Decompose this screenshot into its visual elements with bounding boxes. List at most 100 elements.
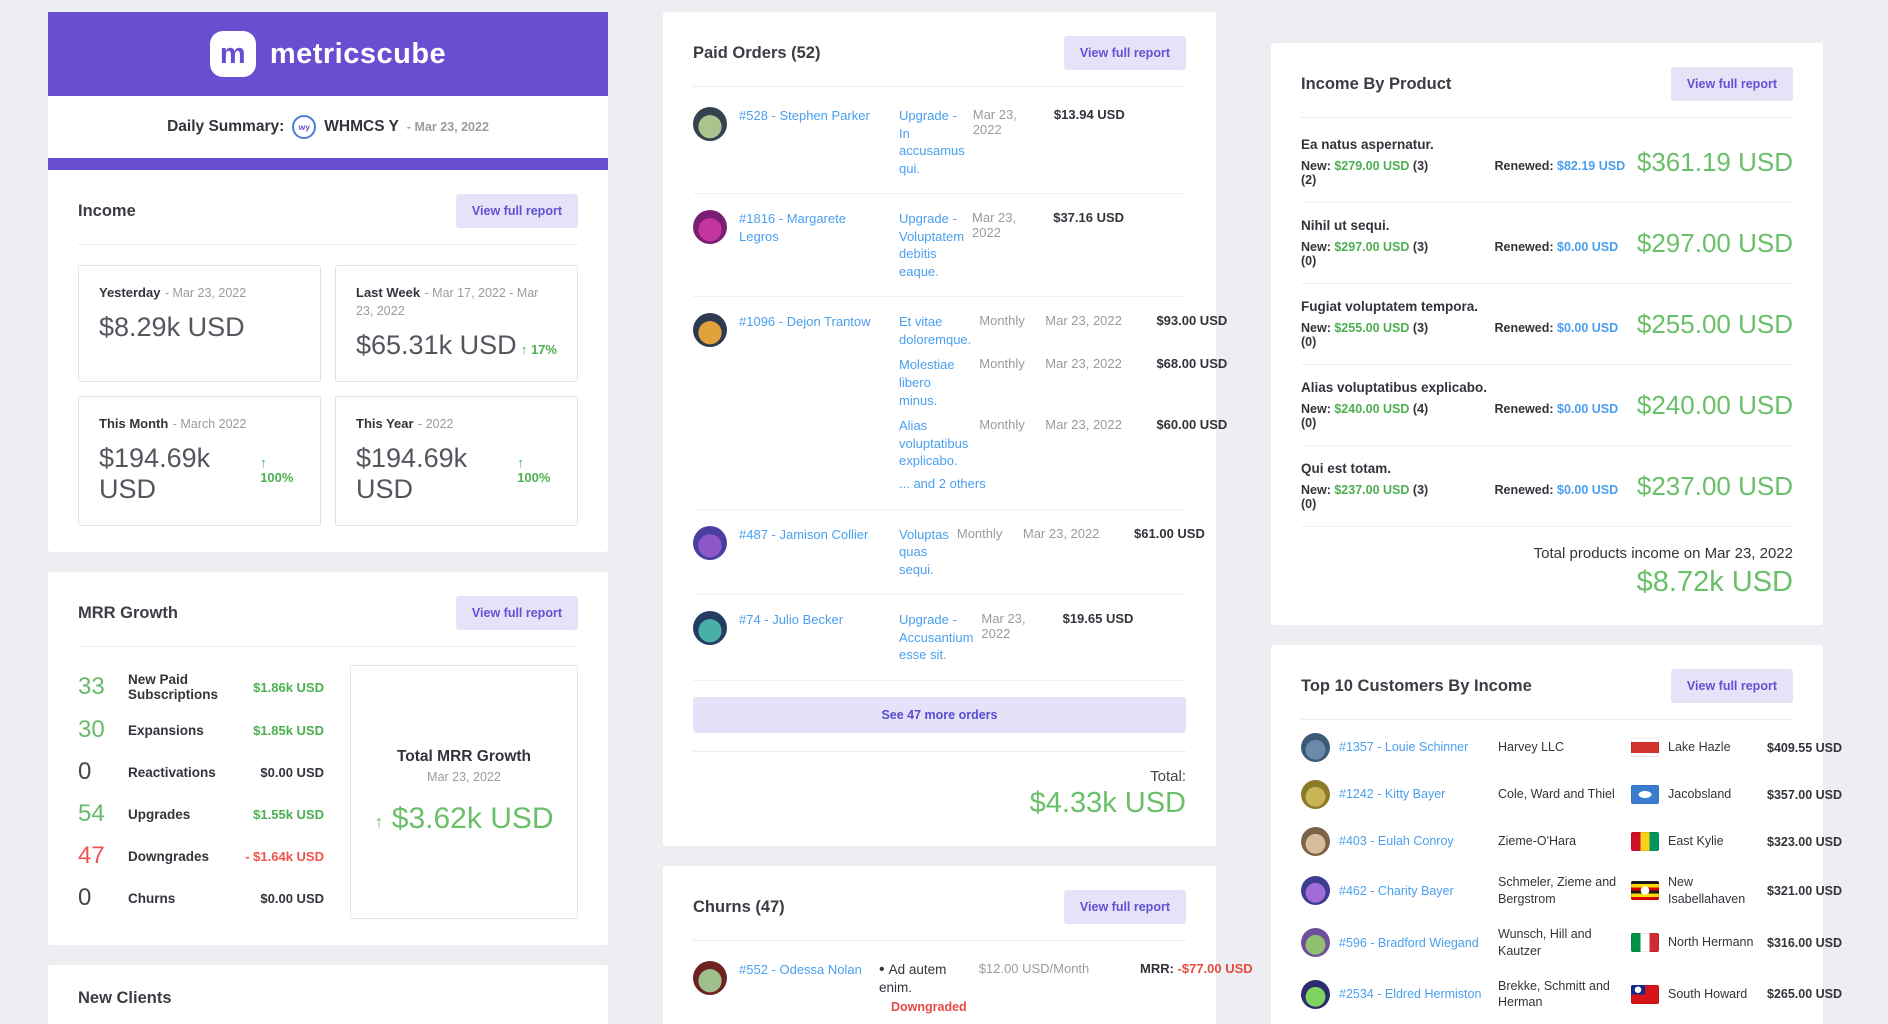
daily-summary-source: WHMCS Y: [324, 118, 399, 135]
churn-product: • Ad autem enim. Downgraded: [879, 961, 967, 1014]
top-customer-row: #1242 - Kitty Bayer Cole, Ward and Thiel…: [1301, 771, 1842, 818]
customer-avatar: [1301, 780, 1330, 809]
mrr-row: 0 Reactivations $0.00 USD: [78, 751, 324, 793]
order-row: #1096 - Dejon Trantow Et vitae doloremqu…: [693, 297, 1227, 510]
country-flag-icon: [1631, 785, 1659, 804]
product-income-details: Nihil ut sequi. New: $297.00 USD (3) Ren…: [1301, 218, 1637, 268]
see-more-orders-button[interactable]: See 47 more orders: [693, 697, 1186, 734]
view-full-report-button[interactable]: View full report: [455, 194, 578, 228]
paid-orders-panel: Paid Orders (52) View full report #528 -…: [663, 12, 1227, 847]
income-delta: ↑ 100%: [260, 455, 294, 485]
new-income: New: $279.00 USD (3): [1301, 159, 1491, 173]
product-income-row: Alias voluptatibus explicabo. New: $240.…: [1301, 365, 1793, 446]
customer-link[interactable]: #487 - Jamison Collier: [739, 526, 869, 542]
mrr-amount: $1.86k USD: [253, 679, 324, 695]
product-income-details: Qui est totam. New: $237.00 USD (3) Rene…: [1301, 461, 1637, 511]
new-count: (3): [1412, 159, 1429, 173]
order-item: Voluptas quas sequi. Monthly Mar 23, 202…: [899, 526, 1205, 579]
customer-link[interactable]: #1096 - Dejon Trantow: [739, 314, 871, 330]
order-list: #528 - Stephen Parker Upgrade - In accus…: [693, 91, 1227, 682]
customer-link[interactable]: #2534 - Eldred Hermiston: [1339, 987, 1482, 1002]
customer-income: $323.00 USD: [1767, 834, 1843, 849]
total-mrr-growth-box: Total MRR Growth Mar 23, 2022 ↑ $3.62k U…: [350, 665, 578, 919]
new-count: (3): [1412, 321, 1429, 335]
mrr-label: New Paid Subscriptions: [128, 672, 219, 702]
product-total: $237.00 USD: [1636, 470, 1793, 501]
customer-link[interactable]: #403 - Eulah Conroy: [1339, 834, 1454, 849]
customer-city: Jacobsland: [1668, 787, 1732, 802]
new-income: New: $240.00 USD (4): [1301, 402, 1491, 416]
renewed-income: Renewed: $0.00 USD (0): [1301, 402, 1618, 430]
order-amount: $13.94 USD: [1053, 107, 1125, 122]
renewed-count: (0): [1301, 254, 1317, 268]
customer-link[interactable]: #528 - Stephen Parker: [739, 108, 870, 123]
view-full-report-button[interactable]: View full report: [1063, 890, 1186, 925]
product-total: $240.00 USD: [1636, 389, 1793, 420]
income-by-product-title: Income By Product: [1301, 74, 1452, 93]
brand-banner: m metricscube: [48, 12, 608, 96]
renewed-count: (0): [1301, 335, 1317, 349]
customer-link[interactable]: #1816 - Margarete Legros: [739, 211, 846, 244]
total-mrr-title: Total MRR Growth: [396, 748, 532, 765]
new-label: New:: [1301, 321, 1331, 335]
period-range: - March 2022: [172, 417, 247, 431]
billing-cycle: Monthly: [956, 525, 1003, 541]
order-date: Mar 23, 2022: [1022, 525, 1100, 541]
period-label: This Year: [356, 416, 414, 431]
renewed-income: Renewed: $0.00 USD (0): [1301, 240, 1618, 268]
new-income: New: $297.00 USD (3): [1301, 240, 1491, 254]
customer-avatar: [693, 611, 727, 646]
view-full-report-button[interactable]: View full report: [1063, 36, 1186, 70]
customer-link[interactable]: #596 - Bradford Wiegand: [1339, 935, 1479, 950]
products-income-total: Total products income on Mar 23, 2022 $8…: [1301, 527, 1793, 599]
renewed-count: (2): [1301, 173, 1317, 187]
product-total: $255.00 USD: [1636, 308, 1793, 339]
daily-summary-bar: Daily Summary: wy WHMCS Y - Mar 23, 2022: [48, 96, 608, 158]
customer-income: $409.55 USD: [1767, 740, 1843, 755]
order-item-list: Upgrade - In accusamus qui. Mar 23, 2022…: [899, 107, 1221, 177]
top-customer-row: #596 - Bradford Wiegand Wunsch, Hill and…: [1301, 917, 1842, 969]
customer-avatar: [1301, 827, 1330, 856]
new-income: New: $237.00 USD (3): [1301, 483, 1491, 497]
mrr-amount: $0.00 USD: [260, 764, 324, 780]
income-panel: Income View full report Yesterday - Mar …: [48, 170, 608, 552]
customer-company: Brekke, Schmitt and Herman: [1498, 978, 1610, 1010]
product-link[interactable]: Molestiae libero minus.: [899, 357, 955, 408]
customer-link[interactable]: #552 - Odessa Nolan: [739, 962, 862, 978]
order-amount: $68.00 USD: [1156, 356, 1228, 372]
customer-avatar: [1301, 733, 1330, 762]
product-link[interactable]: Upgrade - In accusamus qui.: [899, 108, 965, 176]
order-items: Upgrade - Voluptatem debitis eaque. Mar …: [899, 210, 1220, 280]
order-date: Mar 23, 2022: [1045, 356, 1122, 372]
product-link[interactable]: Alias voluptatibus explicabo.: [899, 418, 969, 469]
view-full-report-button[interactable]: View full report: [1670, 67, 1793, 101]
renewed-amount: $0.00 USD: [1557, 483, 1619, 497]
product-link[interactable]: Upgrade - Voluptatem debitis eaque.: [899, 211, 965, 279]
customer-link[interactable]: #462 - Charity Bayer: [1339, 883, 1454, 898]
bullet-icon: •: [879, 961, 885, 979]
product-income-list: Ea natus aspernatur. New: $279.00 USD (3…: [1301, 122, 1793, 527]
customer-link[interactable]: #1242 - Kitty Bayer: [1339, 787, 1446, 802]
churns-title: Churns (47): [693, 897, 785, 916]
customer-link[interactable]: #74 - Julio Becker: [739, 612, 844, 628]
product-link[interactable]: Voluptas quas sequi.: [899, 526, 949, 577]
view-full-report-button[interactable]: View full report: [455, 596, 578, 630]
mrr-label: Expansions: [128, 722, 204, 738]
income-value: $65.31k USD: [356, 330, 517, 360]
order-row: #74 - Julio Becker Upgrade - Accusantium…: [693, 595, 1186, 682]
renewed-amount: $0.00 USD: [1557, 402, 1619, 416]
more-items-link[interactable]: ... and 2 others: [899, 475, 986, 491]
new-amount: $279.00 USD: [1334, 159, 1410, 173]
customer-link[interactable]: #1357 - Louie Schinner: [1339, 740, 1469, 755]
customer-avatar: [1301, 876, 1330, 906]
product-link[interactable]: Upgrade - Accusantium esse sit.: [899, 612, 974, 663]
new-clients-panel: New Clients ✓ Active Clients:: [48, 965, 608, 1024]
new-count: (4): [1412, 402, 1429, 416]
order-item: Et vitae doloremque. Monthly Mar 23, 202…: [899, 313, 1227, 348]
customer-city: New Isabellahaven: [1668, 875, 1746, 906]
view-full-report-button[interactable]: View full report: [1670, 669, 1793, 703]
product-link[interactable]: Et vitae doloremque.: [899, 314, 972, 347]
customer-avatar: [693, 107, 727, 141]
product-name: Fugiat voluptatem tempora.: [1301, 299, 1479, 314]
